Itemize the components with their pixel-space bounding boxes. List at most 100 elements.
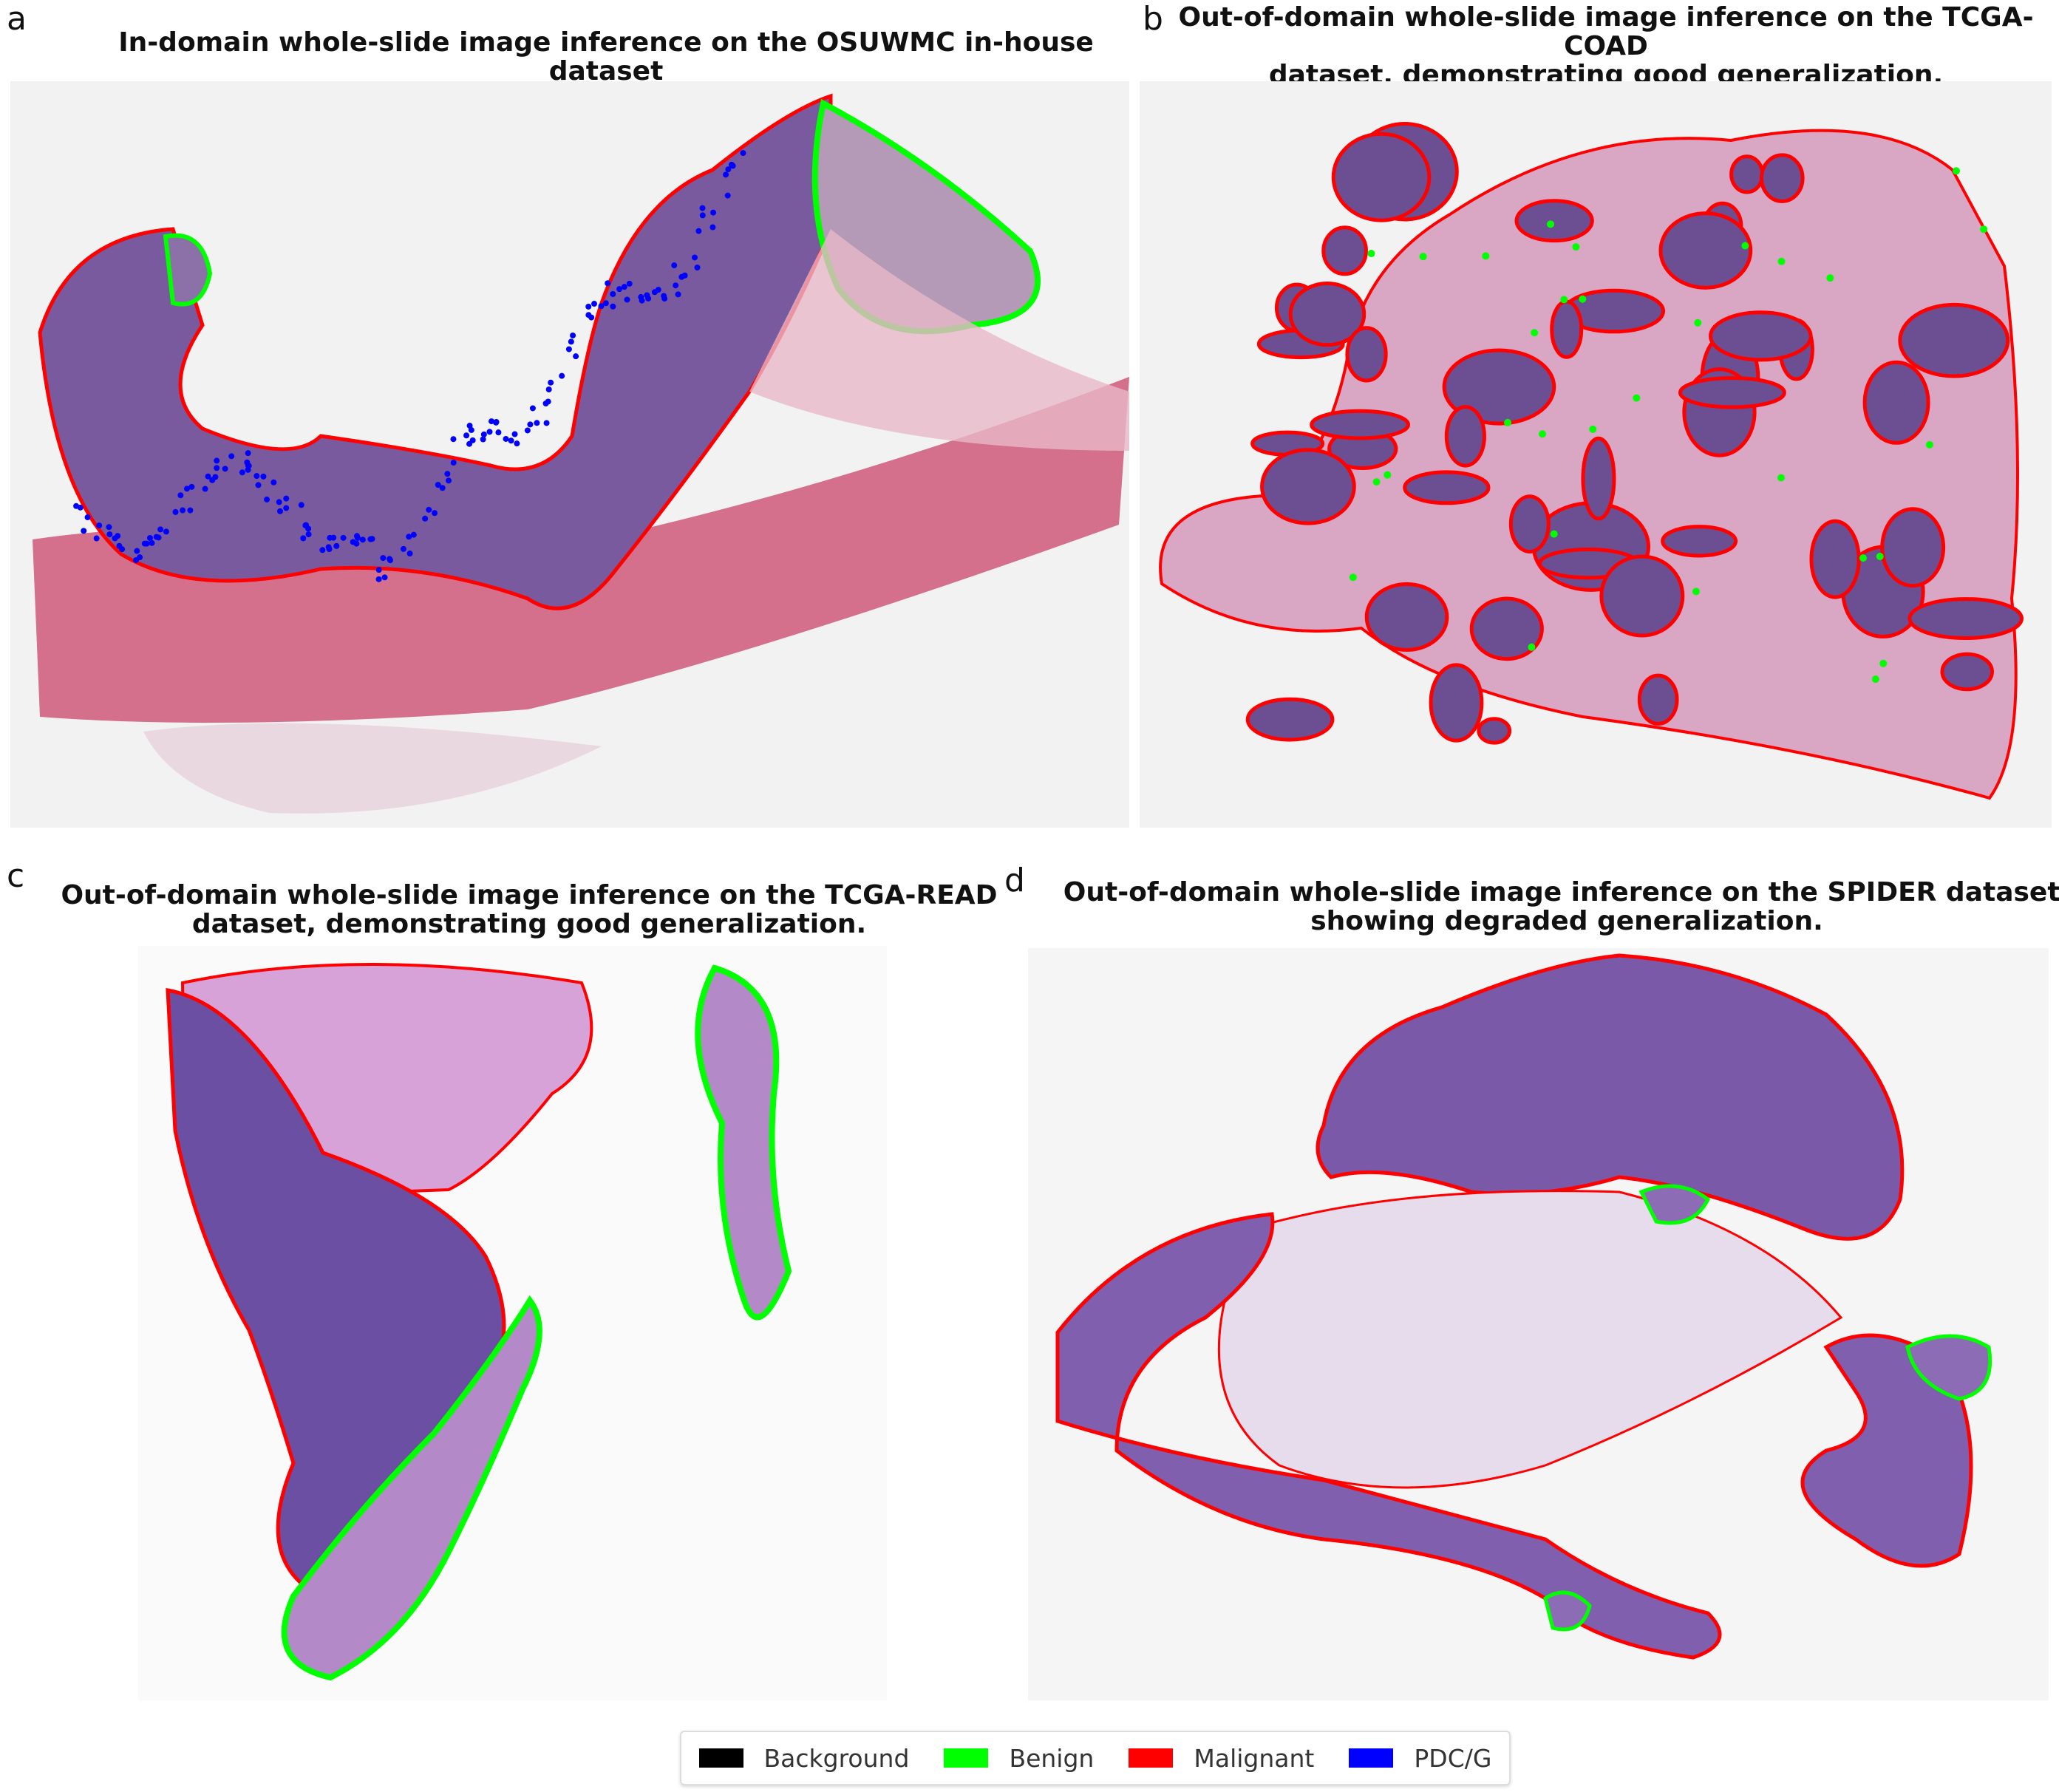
legend-item-pdcg: PDC/G xyxy=(1349,1744,1491,1773)
pdcg-dot xyxy=(119,546,126,553)
benign-spot xyxy=(1741,242,1749,250)
pdcg-dot xyxy=(239,469,245,476)
tumor-nest xyxy=(1345,326,1388,383)
pdcg-dot xyxy=(445,477,452,484)
benign-spot xyxy=(1419,253,1427,261)
pdcg-dot xyxy=(214,465,220,471)
benign-spot xyxy=(1859,554,1867,562)
pdcg-dot xyxy=(84,514,91,521)
benign-spot xyxy=(1871,675,1879,684)
tumor-nest xyxy=(1678,376,1786,409)
legend-swatch xyxy=(1129,1748,1174,1768)
title-line: dataset, demonstrating good generalizati… xyxy=(191,909,867,939)
pdcg-dot xyxy=(387,557,394,564)
pdcg-dot xyxy=(489,418,495,425)
benign-spot xyxy=(1372,478,1381,486)
pdcg-dot xyxy=(222,466,228,472)
benign-spot xyxy=(1572,243,1580,251)
pdcg-dot xyxy=(691,254,698,261)
tumor-nest xyxy=(1862,360,1930,445)
benign-spot xyxy=(1550,530,1558,538)
pdcg-dot xyxy=(626,280,633,287)
pdcg-dot xyxy=(300,535,307,542)
pdcg-dot xyxy=(695,228,702,234)
benign-spot xyxy=(1980,225,1988,234)
pdcg-dot xyxy=(655,287,661,293)
pdcg-dot xyxy=(545,386,552,392)
slide-a-svg xyxy=(33,93,1129,814)
panel-title-d: Out-of-domain whole-slide image inferenc… xyxy=(1049,878,2059,936)
pdcg-dot xyxy=(545,398,551,405)
pdcg-dot xyxy=(353,533,360,539)
legend-swatch xyxy=(1349,1748,1394,1768)
slide-c-svg xyxy=(166,963,792,1681)
pdcg-dot xyxy=(493,419,500,426)
pdcg-dot xyxy=(639,297,645,304)
pdcg-dot xyxy=(188,483,195,490)
benign-spot xyxy=(1876,553,1884,561)
panel-label-c: c xyxy=(7,857,25,895)
pdcg-dot xyxy=(333,542,340,549)
tumor-nest xyxy=(1469,596,1544,661)
pdcg-dot xyxy=(270,479,277,486)
pdcg-dot xyxy=(729,161,735,168)
pdcg-dot xyxy=(277,508,284,514)
tumor-nest xyxy=(1508,494,1551,554)
pdcg-dot xyxy=(260,473,267,480)
benign-spot xyxy=(1504,418,1512,426)
pdcg-dot xyxy=(283,495,290,502)
pdcg-dot xyxy=(675,291,681,298)
benign-spot xyxy=(1589,425,1597,433)
slide-b-svg xyxy=(1159,122,2024,800)
pdcg-dot xyxy=(610,290,616,297)
pdcg-dot xyxy=(157,526,164,533)
legend-item-malignant: Malignant xyxy=(1129,1744,1314,1773)
tumor-nest xyxy=(1550,299,1584,359)
slide-image-a xyxy=(10,81,1129,828)
pdcg-dot xyxy=(439,485,446,491)
pdcg-dot xyxy=(463,432,470,439)
pdcg-dot xyxy=(137,554,143,561)
pdcg-dot xyxy=(585,303,592,310)
tumor-nest xyxy=(1898,302,2010,378)
tumor-nest xyxy=(1310,409,1411,440)
pdcg-dot xyxy=(426,506,432,513)
pdcg-dot xyxy=(146,534,153,541)
legend: Background Benign Malignant PDC/G xyxy=(680,1731,1511,1785)
pdcg-dots xyxy=(73,150,746,582)
tissue-region-benign-strip xyxy=(695,964,792,1321)
pdcg-dot xyxy=(264,496,270,502)
pdcg-dot xyxy=(709,224,716,231)
panel-label-d: d xyxy=(1004,862,1025,899)
tumor-nest xyxy=(1321,225,1368,276)
pdcg-dot xyxy=(723,171,729,178)
benign-spot xyxy=(1546,220,1554,228)
mucosa-left xyxy=(1055,1212,1722,1660)
pdcg-dot xyxy=(645,296,652,302)
pdcg-dot xyxy=(149,539,155,546)
pdcg-dot xyxy=(400,545,406,552)
pdcg-dot xyxy=(305,525,312,532)
pdcg-dot xyxy=(673,282,679,289)
tumor-nest xyxy=(1331,132,1432,222)
tumor-nest xyxy=(1661,525,1738,558)
benign-spot xyxy=(1879,659,1888,667)
tumor-nest xyxy=(1907,597,2024,640)
pdcg-dot xyxy=(621,284,627,290)
pdcg-dot xyxy=(81,528,87,534)
pdcg-dot xyxy=(325,544,332,551)
pdcg-dot xyxy=(450,436,457,443)
pdcg-dot xyxy=(106,531,113,538)
pdcg-dot xyxy=(180,507,186,514)
tissue-region-benign-bottom xyxy=(1543,1590,1592,1632)
legend-item-background: Background xyxy=(698,1743,910,1773)
panel-title-b: Out-of-domain whole-slide image inferenc… xyxy=(1153,3,2059,89)
title-line: showing degraded generalization. xyxy=(1310,906,1823,936)
pdcg-dot xyxy=(565,346,572,352)
pdcg-dot xyxy=(503,435,509,442)
legend-swatch xyxy=(698,1748,743,1768)
legend-label: Background xyxy=(763,1743,910,1773)
pdcg-dot xyxy=(202,486,208,492)
pdcg-dot xyxy=(143,540,150,547)
pdcg-dot xyxy=(163,528,169,535)
